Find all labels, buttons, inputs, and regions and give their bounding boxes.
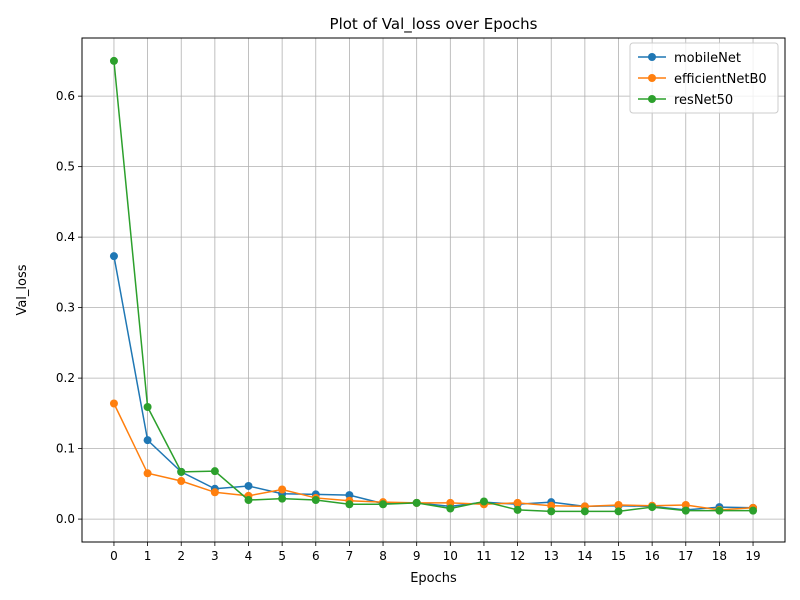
x-tick-label: 1 [144, 549, 152, 563]
x-tick-label: 8 [379, 549, 387, 563]
y-tick-label: 0.4 [56, 230, 75, 244]
data-point [109, 56, 118, 65]
legend-marker [648, 74, 656, 82]
data-point [547, 501, 556, 510]
data-point [547, 507, 556, 516]
data-point [345, 500, 354, 509]
data-point [311, 496, 320, 505]
data-point [412, 498, 421, 507]
legend-marker [648, 53, 656, 61]
x-axis-ticks: 0 1 2 3 4 5 6 7 8 9 10 11 12 13 14 15 16 17 18 19 [110, 542, 761, 563]
x-tick-label: 11 [476, 549, 491, 563]
x-tick-label: 19 [745, 549, 760, 563]
data-point [109, 399, 118, 408]
legend-item: mobileNet [638, 51, 741, 66]
y-axis-ticks: 0.0 0.1 0.2 0.3 0.4 0.5 0.6 [56, 89, 82, 526]
data-point [177, 477, 186, 486]
data-point [244, 496, 253, 505]
x-tick-label: 7 [346, 549, 354, 563]
series-mobileNet [109, 252, 758, 514]
x-tick-label: 10 [443, 549, 458, 563]
legend-label: mobileNet [674, 51, 741, 66]
data-point [177, 467, 186, 476]
x-axis-label: Epochs [410, 571, 457, 586]
data-point [749, 506, 758, 515]
x-tick-label: 18 [712, 549, 727, 563]
data-point [513, 498, 522, 507]
x-tick-label: 14 [577, 549, 592, 563]
y-tick-label: 0.1 [56, 442, 75, 456]
x-tick-label: 2 [177, 549, 185, 563]
x-tick-label: 4 [245, 549, 253, 563]
data-point [210, 488, 219, 497]
grid [82, 38, 785, 542]
x-tick-label: 3 [211, 549, 219, 563]
data-point [513, 505, 522, 514]
x-tick-label: 9 [413, 549, 421, 563]
data-point [143, 469, 152, 478]
series-line [113, 60, 754, 513]
x-tick-label: 15 [611, 549, 626, 563]
data-point [244, 481, 253, 490]
chart-title: Plot of Val_loss over Epochs [330, 15, 538, 34]
data-point [210, 467, 219, 476]
y-tick-label: 0.0 [56, 512, 75, 526]
data-point [345, 491, 354, 500]
data-point [479, 497, 488, 506]
y-tick-label: 0.3 [56, 301, 75, 315]
data-point [681, 506, 690, 515]
data-point [614, 507, 623, 516]
data-point [278, 494, 287, 503]
plot-area-frame [81, 37, 786, 543]
data-point [446, 498, 455, 507]
series-line [113, 403, 754, 511]
x-tick-label: 5 [278, 549, 286, 563]
y-axis-label: Val_loss [15, 264, 30, 315]
data-point [109, 252, 118, 261]
data-point [681, 500, 690, 509]
x-tick-label: 16 [644, 549, 659, 563]
legend-item: resNet50 [638, 93, 733, 108]
series-resNet50 [109, 56, 758, 516]
series-group [109, 56, 758, 516]
y-tick-label: 0.5 [56, 160, 75, 174]
legend-label: efficientNetB0 [674, 72, 767, 87]
data-point [580, 507, 589, 516]
legend-item: efficientNetB0 [638, 72, 767, 87]
data-point [278, 485, 287, 494]
data-point [143, 436, 152, 445]
data-point [648, 503, 657, 512]
data-point [143, 403, 152, 412]
data-point [379, 500, 388, 509]
x-tick-label: 17 [678, 549, 693, 563]
data-point [614, 500, 623, 509]
series-efficientNetB0 [109, 399, 758, 514]
legend-label: resNet50 [674, 93, 733, 108]
data-point [446, 504, 455, 513]
x-tick-label: 13 [544, 549, 559, 563]
legend-box [629, 42, 779, 114]
data-point [715, 506, 724, 515]
legend-marker [648, 95, 656, 103]
legend: mobileNet efficientNetB0 resNet50 [629, 42, 779, 114]
y-tick-label: 0.6 [56, 89, 75, 103]
x-tick-label: 6 [312, 549, 320, 563]
y-tick-label: 0.2 [56, 371, 75, 385]
x-tick-label: 12 [510, 549, 525, 563]
x-tick-label: 0 [110, 549, 118, 563]
